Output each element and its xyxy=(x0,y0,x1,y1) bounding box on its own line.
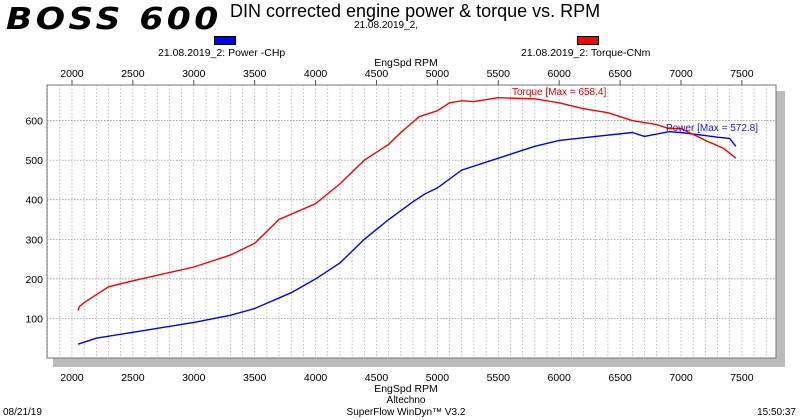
x-tick-label-top: 5000 xyxy=(426,68,450,80)
legend-label-power: 21.08.2019_2: Power -CHp xyxy=(158,47,286,59)
plot-frame xyxy=(46,84,777,359)
legend-swatch-power xyxy=(214,36,236,45)
x-tick-label-top: 3000 xyxy=(182,68,206,80)
power-series-line xyxy=(77,130,737,345)
y-tick-label: 500 xyxy=(25,155,43,167)
x-tick-label-top: 4000 xyxy=(304,68,328,80)
power-max-annotation: Power [Max = 572.8] xyxy=(666,123,758,134)
footer-company: Altechno xyxy=(386,395,426,406)
x-tick-label-top: 2500 xyxy=(121,68,145,80)
x-tick-label-bottom: 5500 xyxy=(487,372,511,384)
x-tick-label-bottom: 4000 xyxy=(304,372,328,384)
x-tick-label-bottom: 6500 xyxy=(608,372,632,384)
y-tick-label: 200 xyxy=(25,274,43,286)
x-tick-label-bottom: 7000 xyxy=(669,372,693,384)
x-tick-label-bottom: 7500 xyxy=(730,372,754,384)
x-tick-label-bottom: 3500 xyxy=(243,372,267,384)
x-tick-label-top: 5500 xyxy=(487,68,511,80)
y-tick-label: 600 xyxy=(25,116,43,128)
x-tick-label-top: 7500 xyxy=(730,68,754,80)
footer-time: 15:50:37 xyxy=(757,407,796,418)
x-tick-label-bottom: 2000 xyxy=(60,372,84,384)
x-tick-label-top: 2000 xyxy=(60,68,84,80)
x-tick-label-top: 7000 xyxy=(669,68,693,80)
x-tick-label-bottom: 5000 xyxy=(426,372,450,384)
torque-max-annotation: Torque [Max = 658.4] xyxy=(512,87,606,98)
x-tick-label-bottom: 6000 xyxy=(548,372,572,384)
x-tick-label-top: 6000 xyxy=(548,68,572,80)
y-tick-label: 300 xyxy=(25,234,43,246)
x-tick-label-bottom: 3000 xyxy=(182,372,206,384)
footer-software: SuperFlow WinDyn™ V3.2 xyxy=(346,407,466,418)
logo: BOSS 600 xyxy=(6,2,222,37)
torque-series-line xyxy=(77,96,737,311)
x-tick-label-top: 3500 xyxy=(243,68,267,80)
legend-label-torque: 21.08.2019_2: Torque-CNm xyxy=(521,47,651,59)
y-tick-label: 100 xyxy=(25,313,43,325)
x-tick-label-top: 6500 xyxy=(608,68,632,80)
footer-date: 08/21/19 xyxy=(3,407,42,418)
chart-title: DIN corrected engine power & torque vs. … xyxy=(230,1,601,21)
x-tick-label-bottom: 2500 xyxy=(121,372,145,384)
chart-subtitle: 21.08.2019_2, xyxy=(354,20,418,31)
x-tick-label-top: 4500 xyxy=(365,68,389,80)
x-tick-label-bottom: 4500 xyxy=(365,372,389,384)
y-tick-label: 400 xyxy=(25,195,43,207)
legend-swatch-torque xyxy=(577,36,599,45)
x-axis-label-bottom: EngSpd RPM xyxy=(374,383,438,395)
x-axis-label-top: EngSpd RPM xyxy=(374,57,438,69)
